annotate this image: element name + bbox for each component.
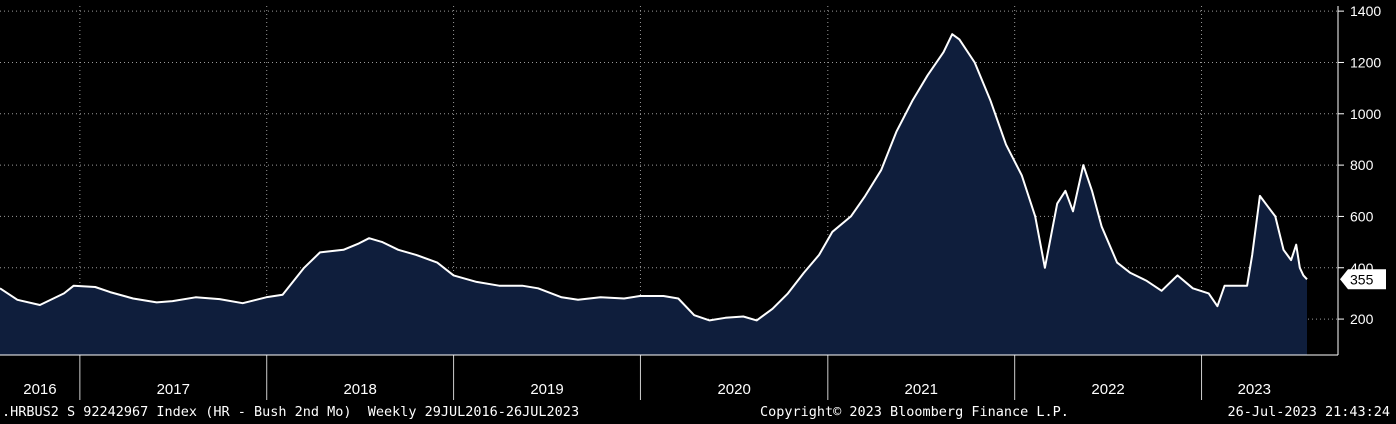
x-tick-label: 2022 [1091, 381, 1124, 398]
y-tick-label: 600 [1350, 208, 1374, 224]
x-tick-label: 2018 [343, 381, 376, 398]
x-axis-labels: 2016 2017 2018 2019 2020 2021 2022 2023 [23, 381, 1271, 398]
x-tick-label: 2019 [530, 381, 563, 398]
x-tick-label: 2021 [905, 381, 938, 398]
last-value-badge-shape [1340, 269, 1386, 290]
footer-timestamp: 26-Jul-2023 21:43:24 [1227, 404, 1390, 420]
y-tick-label: 800 [1350, 157, 1374, 173]
y-tick-label: 1000 [1350, 106, 1381, 122]
y-tick-label: 1200 [1350, 54, 1381, 70]
footer-copyright: Copyright© 2023 Bloomberg Finance L.P. [760, 404, 1069, 420]
axes [0, 6, 1339, 400]
x-tick-label: 2020 [717, 381, 750, 398]
x-tick-label: 2017 [157, 381, 190, 398]
y-tick-label: 200 [1350, 311, 1374, 327]
footer-ticker-description: .HRBUS2 S 92242967 Index (HR - Bush 2nd … [2, 404, 580, 420]
series-line [0, 33, 1308, 322]
x-tick-label: 2023 [1238, 381, 1271, 398]
y-tick-label: 1400 [1350, 3, 1381, 19]
x-tick-label: 2016 [23, 381, 56, 398]
last-value-badge: 355 [1340, 269, 1386, 290]
last-value-label: 355 [1350, 271, 1374, 287]
series-area [0, 34, 1307, 355]
